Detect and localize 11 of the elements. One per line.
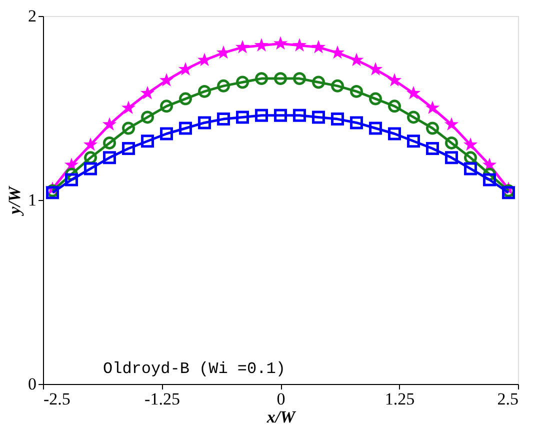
x-axis-title: x/W — [266, 408, 298, 426]
x-tick-label: 1.25 — [384, 390, 415, 408]
annotation: Oldroyd-B (Wi =0.1) — [103, 360, 286, 378]
y-tick-label: 0 — [28, 374, 36, 394]
y-axis-title: y/W — [5, 184, 24, 216]
y-tick-label: 1 — [28, 190, 36, 210]
x-tick-label: 2.5 — [497, 390, 518, 408]
x-tick-label: -1.25 — [144, 390, 180, 408]
x-tick-label: 0 — [276, 390, 286, 408]
x-tick-label: -2.5 — [44, 390, 70, 408]
y-tick-label: 2 — [28, 6, 36, 26]
